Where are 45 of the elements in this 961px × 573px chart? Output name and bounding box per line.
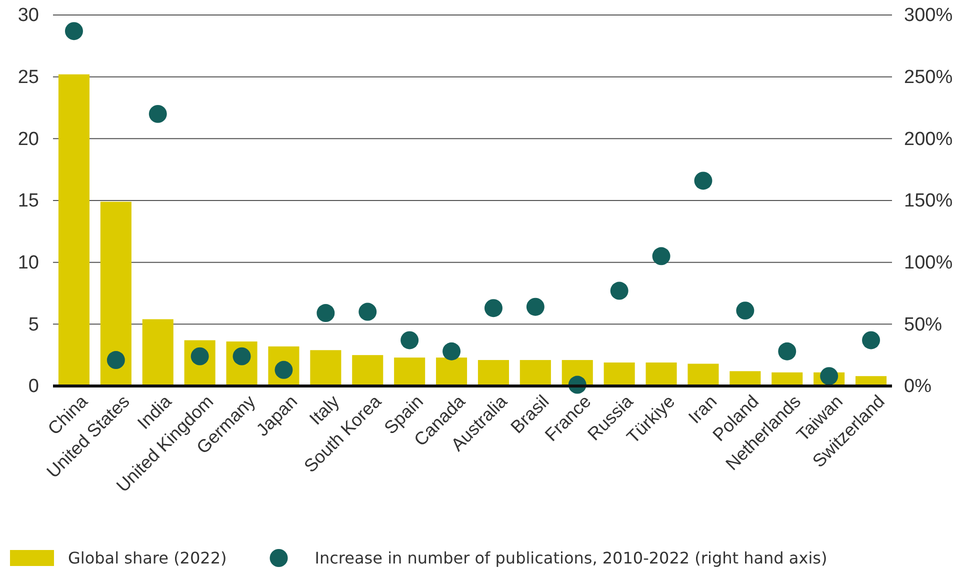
point xyxy=(862,331,880,350)
point xyxy=(358,302,377,321)
point xyxy=(484,299,502,318)
bar xyxy=(436,358,468,386)
bar xyxy=(310,350,342,386)
point xyxy=(694,172,712,190)
point xyxy=(652,247,670,266)
point xyxy=(610,282,628,300)
legend-label: Increase in number of publications, 2010-2022 (right hand axis) xyxy=(314,548,828,568)
y2-tick-label: 0% xyxy=(904,376,932,398)
bar xyxy=(520,360,551,386)
bar xyxy=(394,358,426,386)
y-tick-label: 25 xyxy=(18,66,39,88)
bar xyxy=(142,319,174,386)
point xyxy=(400,331,419,350)
y-tick-label: 0 xyxy=(28,376,39,398)
bar xyxy=(100,202,132,386)
point xyxy=(64,22,83,40)
y2-tick-label: 250% xyxy=(904,66,953,88)
y2-tick-label: 100% xyxy=(904,252,953,274)
point xyxy=(736,302,754,320)
y-tick-label: 5 xyxy=(28,314,39,336)
point xyxy=(442,342,461,360)
bar xyxy=(478,360,509,386)
y2-tick-label: 300% xyxy=(904,5,953,26)
bar xyxy=(646,362,677,386)
y-tick-label: 15 xyxy=(18,190,39,212)
y2-tick-label: 50% xyxy=(904,314,942,336)
y-tick-label: 10 xyxy=(18,252,39,274)
point xyxy=(778,342,796,360)
bar xyxy=(604,362,635,386)
point xyxy=(316,304,335,322)
point xyxy=(820,367,838,386)
point xyxy=(526,298,544,316)
legend-label: Global share (2022) xyxy=(68,548,227,568)
bar xyxy=(730,371,761,386)
y2-tick-label: 200% xyxy=(904,128,953,150)
bar xyxy=(352,355,384,386)
y-tick-label: 20 xyxy=(18,128,39,150)
bar xyxy=(58,74,90,386)
y-tick-label: 30 xyxy=(18,5,39,26)
point xyxy=(148,104,167,123)
bar xyxy=(688,364,719,386)
y2-tick-label: 150% xyxy=(904,190,953,212)
point xyxy=(106,351,125,370)
